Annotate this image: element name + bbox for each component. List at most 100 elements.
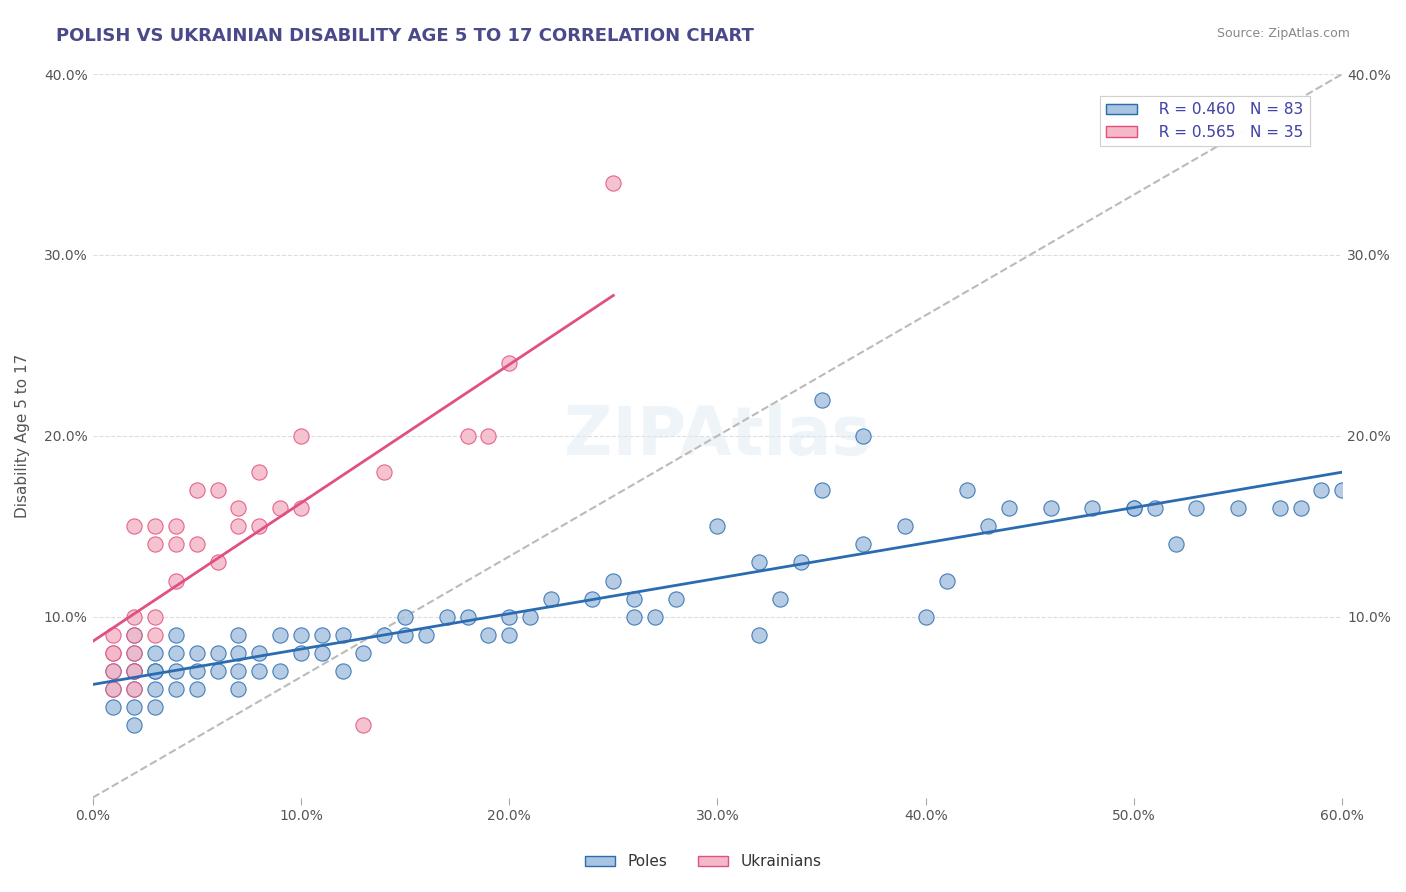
Point [124, 609, 146, 624]
Point [247, 664, 270, 678]
Point [290, 646, 312, 660]
Point [143, 664, 166, 678]
Point [165, 519, 187, 533]
Point [373, 628, 395, 642]
Point [103, 646, 125, 660]
Legend:   R = 0.460   N = 83,   R = 0.565   N = 35: R = 0.460 N = 83, R = 0.565 N = 35 [1101, 96, 1309, 146]
Point [228, 664, 250, 678]
Point [1268, 501, 1291, 516]
Point [207, 646, 229, 660]
Point [228, 682, 250, 697]
Point [790, 556, 813, 570]
Point [290, 501, 312, 516]
Point [1081, 501, 1104, 516]
Point [143, 537, 166, 551]
Point [143, 646, 166, 660]
Point [228, 519, 250, 533]
Point [394, 628, 416, 642]
Point [1123, 501, 1146, 516]
Point [103, 664, 125, 678]
Point [540, 591, 562, 606]
Point [143, 628, 166, 642]
Point [1039, 501, 1062, 516]
Point [977, 519, 1000, 533]
Point [269, 664, 291, 678]
Point [143, 700, 166, 714]
Point [124, 718, 146, 732]
Point [247, 519, 270, 533]
Point [207, 483, 229, 497]
Point [124, 700, 146, 714]
Point [477, 429, 499, 443]
Point [352, 718, 374, 732]
Point [623, 591, 645, 606]
Point [228, 646, 250, 660]
Point [1185, 501, 1208, 516]
Point [207, 556, 229, 570]
Point [124, 664, 146, 678]
Point [852, 429, 875, 443]
Point [935, 574, 957, 588]
Point [748, 628, 770, 642]
Point [186, 483, 208, 497]
Point [1331, 483, 1354, 497]
Point [269, 628, 291, 642]
Point [1227, 501, 1250, 516]
Point [852, 537, 875, 551]
Point [769, 591, 792, 606]
Text: POLISH VS UKRAINIAN DISABILITY AGE 5 TO 17 CORRELATION CHART: POLISH VS UKRAINIAN DISABILITY AGE 5 TO … [56, 27, 754, 45]
Point [810, 392, 832, 407]
Point [998, 501, 1021, 516]
Point [143, 664, 166, 678]
Point [103, 682, 125, 697]
Point [124, 682, 146, 697]
Point [186, 537, 208, 551]
Point [498, 356, 520, 370]
Point [581, 591, 603, 606]
Point [623, 609, 645, 624]
Point [394, 609, 416, 624]
Point [186, 664, 208, 678]
Point [748, 556, 770, 570]
Point [124, 519, 146, 533]
Point [143, 609, 166, 624]
Point [165, 646, 187, 660]
Point [207, 664, 229, 678]
Point [1143, 501, 1166, 516]
Point [956, 483, 979, 497]
Point [124, 664, 146, 678]
Point [457, 429, 479, 443]
Point [165, 682, 187, 697]
Point [247, 465, 270, 479]
Point [103, 682, 125, 697]
Legend: Poles, Ukrainians: Poles, Ukrainians [578, 848, 828, 875]
Point [124, 628, 146, 642]
Y-axis label: Disability Age 5 to 17: Disability Age 5 to 17 [15, 354, 30, 518]
Point [373, 465, 395, 479]
Point [143, 682, 166, 697]
Point [519, 609, 541, 624]
Point [124, 682, 146, 697]
Point [165, 628, 187, 642]
Text: ZIPAtlas: ZIPAtlas [564, 403, 870, 469]
Point [228, 628, 250, 642]
Point [810, 483, 832, 497]
Point [124, 646, 146, 660]
Point [165, 664, 187, 678]
Point [1123, 501, 1146, 516]
Point [477, 628, 499, 642]
Point [165, 537, 187, 551]
Point [186, 646, 208, 660]
Point [124, 628, 146, 642]
Point [602, 176, 624, 190]
Point [665, 591, 688, 606]
Point [103, 664, 125, 678]
Point [290, 429, 312, 443]
Point [457, 609, 479, 624]
Point [1289, 501, 1312, 516]
Point [914, 609, 936, 624]
Point [332, 628, 354, 642]
Point [706, 519, 728, 533]
Point [352, 646, 374, 660]
Point [311, 646, 333, 660]
